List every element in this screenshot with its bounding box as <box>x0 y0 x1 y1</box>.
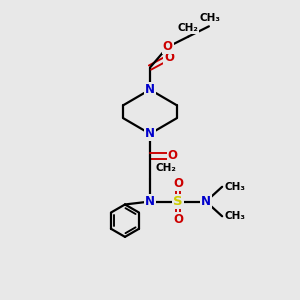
Text: CH₂: CH₂ <box>178 23 199 33</box>
Text: CH₂: CH₂ <box>155 163 176 173</box>
Text: S: S <box>173 195 183 208</box>
Text: O: O <box>173 213 183 226</box>
Text: CH₃: CH₃ <box>200 13 221 23</box>
Text: N: N <box>145 83 155 96</box>
Text: N: N <box>145 195 155 208</box>
Text: O: O <box>163 40 173 53</box>
Text: O: O <box>173 177 183 190</box>
Text: O: O <box>168 149 178 162</box>
Text: O: O <box>164 51 174 64</box>
Text: CH₃: CH₃ <box>224 211 245 221</box>
Text: CH₃: CH₃ <box>224 182 245 192</box>
Text: N: N <box>201 195 211 208</box>
Text: N: N <box>145 127 155 140</box>
